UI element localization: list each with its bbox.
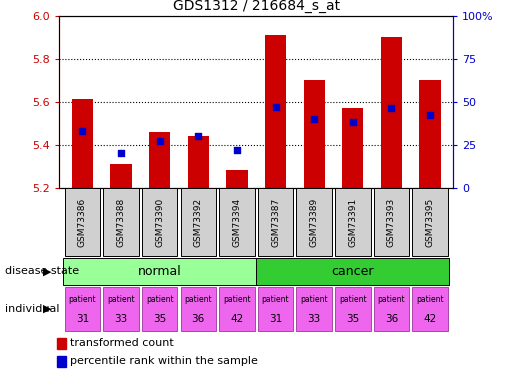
FancyBboxPatch shape: [180, 286, 216, 332]
Bar: [342, 108, 364, 188]
Point: [78, 128, 87, 134]
FancyBboxPatch shape: [142, 286, 177, 332]
Text: 31: 31: [76, 314, 89, 324]
Text: 35: 35: [346, 314, 359, 324]
FancyBboxPatch shape: [103, 286, 139, 332]
Point: [233, 147, 241, 153]
Text: GSM73392: GSM73392: [194, 198, 203, 247]
Bar: [57, 338, 66, 349]
Point: [271, 104, 280, 110]
Point: [387, 105, 396, 111]
FancyBboxPatch shape: [412, 188, 448, 256]
Text: 36: 36: [192, 314, 205, 324]
Text: GSM73393: GSM73393: [387, 198, 396, 247]
Bar: [381, 37, 402, 188]
Point: [156, 138, 164, 144]
FancyBboxPatch shape: [258, 286, 294, 332]
Bar: [265, 35, 286, 188]
Bar: [72, 99, 93, 188]
FancyBboxPatch shape: [65, 188, 100, 256]
FancyBboxPatch shape: [335, 188, 371, 256]
Text: patient: patient: [262, 296, 289, 304]
Text: GSM73395: GSM73395: [425, 198, 435, 247]
Point: [310, 116, 318, 122]
FancyBboxPatch shape: [374, 188, 409, 256]
Bar: [303, 80, 325, 188]
Point: [426, 112, 434, 118]
Text: GSM73388: GSM73388: [116, 198, 126, 247]
Text: 42: 42: [423, 314, 437, 324]
FancyBboxPatch shape: [335, 286, 371, 332]
FancyBboxPatch shape: [256, 258, 449, 285]
Text: patient: patient: [223, 296, 251, 304]
FancyBboxPatch shape: [297, 188, 332, 256]
Text: normal: normal: [138, 265, 181, 278]
Text: 35: 35: [153, 314, 166, 324]
FancyBboxPatch shape: [374, 286, 409, 332]
Text: percentile rank within the sample: percentile rank within the sample: [70, 357, 258, 366]
Text: patient: patient: [416, 296, 444, 304]
Point: [194, 133, 202, 139]
FancyBboxPatch shape: [219, 188, 254, 256]
FancyBboxPatch shape: [180, 188, 216, 256]
Text: patient: patient: [107, 296, 135, 304]
Text: individual: individual: [5, 304, 60, 314]
Bar: [419, 80, 441, 188]
Text: disease state: disease state: [5, 267, 79, 276]
Text: patient: patient: [377, 296, 405, 304]
Text: 42: 42: [230, 314, 244, 324]
Text: GSM73387: GSM73387: [271, 198, 280, 247]
Bar: [57, 356, 66, 367]
Text: 33: 33: [114, 314, 128, 324]
FancyBboxPatch shape: [142, 188, 177, 256]
Text: GSM73390: GSM73390: [155, 198, 164, 247]
FancyBboxPatch shape: [258, 188, 294, 256]
Text: 31: 31: [269, 314, 282, 324]
FancyBboxPatch shape: [219, 286, 254, 332]
Text: GSM73389: GSM73389: [310, 198, 319, 247]
Text: GSM73386: GSM73386: [78, 198, 87, 247]
Title: GDS1312 / 216684_s_at: GDS1312 / 216684_s_at: [173, 0, 340, 13]
Text: patient: patient: [146, 296, 174, 304]
FancyBboxPatch shape: [103, 188, 139, 256]
Text: patient: patient: [339, 296, 367, 304]
Text: transformed count: transformed count: [70, 339, 174, 348]
Bar: [226, 170, 248, 188]
Bar: [149, 132, 170, 188]
Text: patient: patient: [300, 296, 328, 304]
Text: patient: patient: [184, 296, 212, 304]
Text: ▶: ▶: [43, 304, 52, 314]
Text: GSM73391: GSM73391: [348, 198, 357, 247]
FancyBboxPatch shape: [412, 286, 448, 332]
Text: 36: 36: [385, 314, 398, 324]
FancyBboxPatch shape: [63, 258, 256, 285]
Text: patient: patient: [68, 296, 96, 304]
Bar: [110, 164, 132, 188]
Bar: [187, 136, 209, 188]
Text: ▶: ▶: [43, 267, 52, 276]
Text: 33: 33: [307, 314, 321, 324]
Text: cancer: cancer: [332, 265, 374, 278]
FancyBboxPatch shape: [65, 286, 100, 332]
Point: [349, 119, 357, 125]
Point: [117, 150, 125, 156]
Text: GSM73394: GSM73394: [232, 198, 242, 247]
FancyBboxPatch shape: [297, 286, 332, 332]
